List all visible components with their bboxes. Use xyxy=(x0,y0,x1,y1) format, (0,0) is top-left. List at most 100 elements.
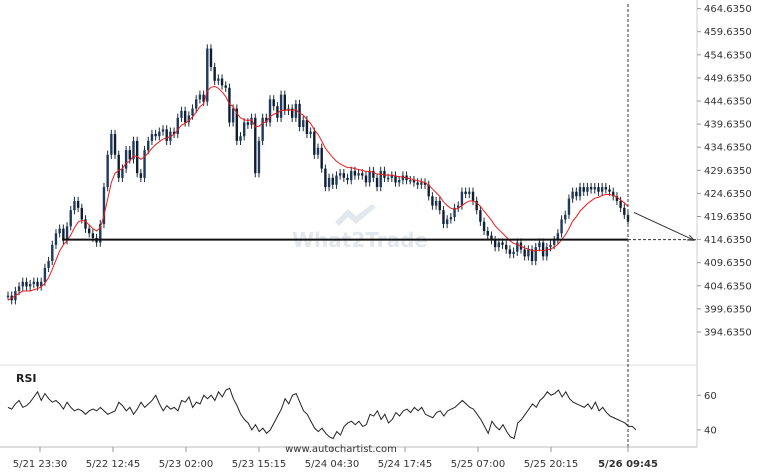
candle-body xyxy=(228,87,231,123)
candle-body xyxy=(464,191,467,195)
candle-body xyxy=(412,180,416,183)
candle-body xyxy=(198,94,202,100)
price-tick-label: 459.6350 xyxy=(704,27,752,38)
time-tick-label: 5/24 17:45 xyxy=(378,459,432,470)
price-tick-label: 434.6350 xyxy=(704,143,752,154)
candle-body xyxy=(76,200,80,208)
price-tick-label: 429.6350 xyxy=(704,166,752,177)
candle-body xyxy=(534,247,537,261)
candle-body xyxy=(420,182,423,185)
candle-body xyxy=(294,103,298,118)
candle-body xyxy=(250,117,253,125)
candle-body xyxy=(479,210,482,222)
candle-body xyxy=(139,173,143,178)
candle-body xyxy=(394,175,397,183)
candle-body xyxy=(578,187,582,197)
candle-body xyxy=(246,122,250,125)
candle-body xyxy=(438,200,441,211)
candle-body xyxy=(220,78,224,86)
candle-body xyxy=(231,108,235,123)
candle-body xyxy=(346,177,349,181)
time-tick-label: 5/22 12:45 xyxy=(86,459,140,470)
candle-body xyxy=(552,240,556,245)
forecast-arrow-head xyxy=(686,234,696,241)
candle-body xyxy=(564,214,567,220)
candle-body xyxy=(272,99,275,107)
time-tick-label: 5/23 15:15 xyxy=(232,459,286,470)
candle-body xyxy=(383,170,386,178)
time-tick-label: 5/25 20:15 xyxy=(524,459,578,470)
candle-body xyxy=(313,131,316,155)
candle-body xyxy=(589,187,593,190)
price-tick-label: 414.6350 xyxy=(704,235,752,246)
candle-body xyxy=(309,131,312,134)
candle-body xyxy=(124,150,128,169)
price-tick-label: 424.6350 xyxy=(704,189,752,200)
candle-body xyxy=(51,244,54,261)
candle-body xyxy=(147,140,150,151)
candle-body xyxy=(202,94,205,102)
price-tick-label: 449.6350 xyxy=(704,73,752,84)
candle-body xyxy=(397,180,401,183)
candle-body xyxy=(593,187,596,190)
candle-body xyxy=(423,182,427,185)
candle-body xyxy=(386,177,390,180)
candle-body xyxy=(331,177,334,185)
candle-body xyxy=(305,120,309,134)
candle-body xyxy=(257,140,261,174)
candle-body xyxy=(457,205,460,208)
candle-body xyxy=(342,173,346,178)
rsi-line xyxy=(7,387,637,440)
candle-body xyxy=(290,108,294,118)
candle-body xyxy=(213,66,216,81)
candle-body xyxy=(32,281,36,285)
candle-body xyxy=(486,230,489,236)
candle-body xyxy=(87,228,91,234)
candle-body xyxy=(302,120,305,128)
candle-body xyxy=(25,281,28,287)
candle-body xyxy=(409,180,412,182)
candle-body xyxy=(40,281,43,287)
candle-body xyxy=(379,170,382,188)
price-tick-label: 409.6350 xyxy=(704,258,752,269)
price-tick-label: 394.6350 xyxy=(704,327,752,338)
watermark-chart-icon xyxy=(335,204,376,226)
price-tick-label: 444.6350 xyxy=(704,96,752,107)
candle-body xyxy=(91,233,95,238)
forecast-arrow-line xyxy=(633,212,695,241)
candle-body xyxy=(549,244,552,248)
price-tick-label: 399.6350 xyxy=(704,304,752,315)
candle-body xyxy=(183,110,187,123)
candle-body xyxy=(604,187,608,190)
candle-body xyxy=(132,140,135,160)
rsi-tick-label: 40 xyxy=(704,425,717,436)
candle-body xyxy=(143,150,146,178)
candle-body xyxy=(597,187,600,192)
price-tick-label: 454.6350 xyxy=(704,50,752,61)
rsi-label: RSI xyxy=(16,372,37,385)
time-axis: 5/21 23:30 5/22 12:45 5/23 02:00 5/23 15:15… xyxy=(13,447,658,470)
price-axis: 464.6350 459.6350 454.6350 449.6350 444.6350… xyxy=(697,4,752,338)
candle-body xyxy=(254,117,257,174)
candle-body xyxy=(482,221,486,231)
candle-body xyxy=(150,133,154,141)
candle-body xyxy=(582,187,585,192)
candle-body xyxy=(117,154,120,178)
candle-body xyxy=(180,110,183,118)
candle-body xyxy=(58,228,61,234)
candle-body xyxy=(298,103,301,128)
candle-body xyxy=(239,136,242,141)
candle-body xyxy=(21,281,24,287)
candle-body xyxy=(36,281,39,287)
moving-average-line xyxy=(7,85,629,301)
candle-body xyxy=(357,173,360,176)
candle-body xyxy=(401,175,405,181)
candle-body xyxy=(195,99,198,109)
candle-body xyxy=(431,196,434,206)
candle-body xyxy=(434,200,438,206)
price-tick-label: 404.6350 xyxy=(704,281,752,292)
candle-body xyxy=(375,177,379,188)
candle-body xyxy=(560,219,563,234)
candle-body xyxy=(505,244,508,250)
